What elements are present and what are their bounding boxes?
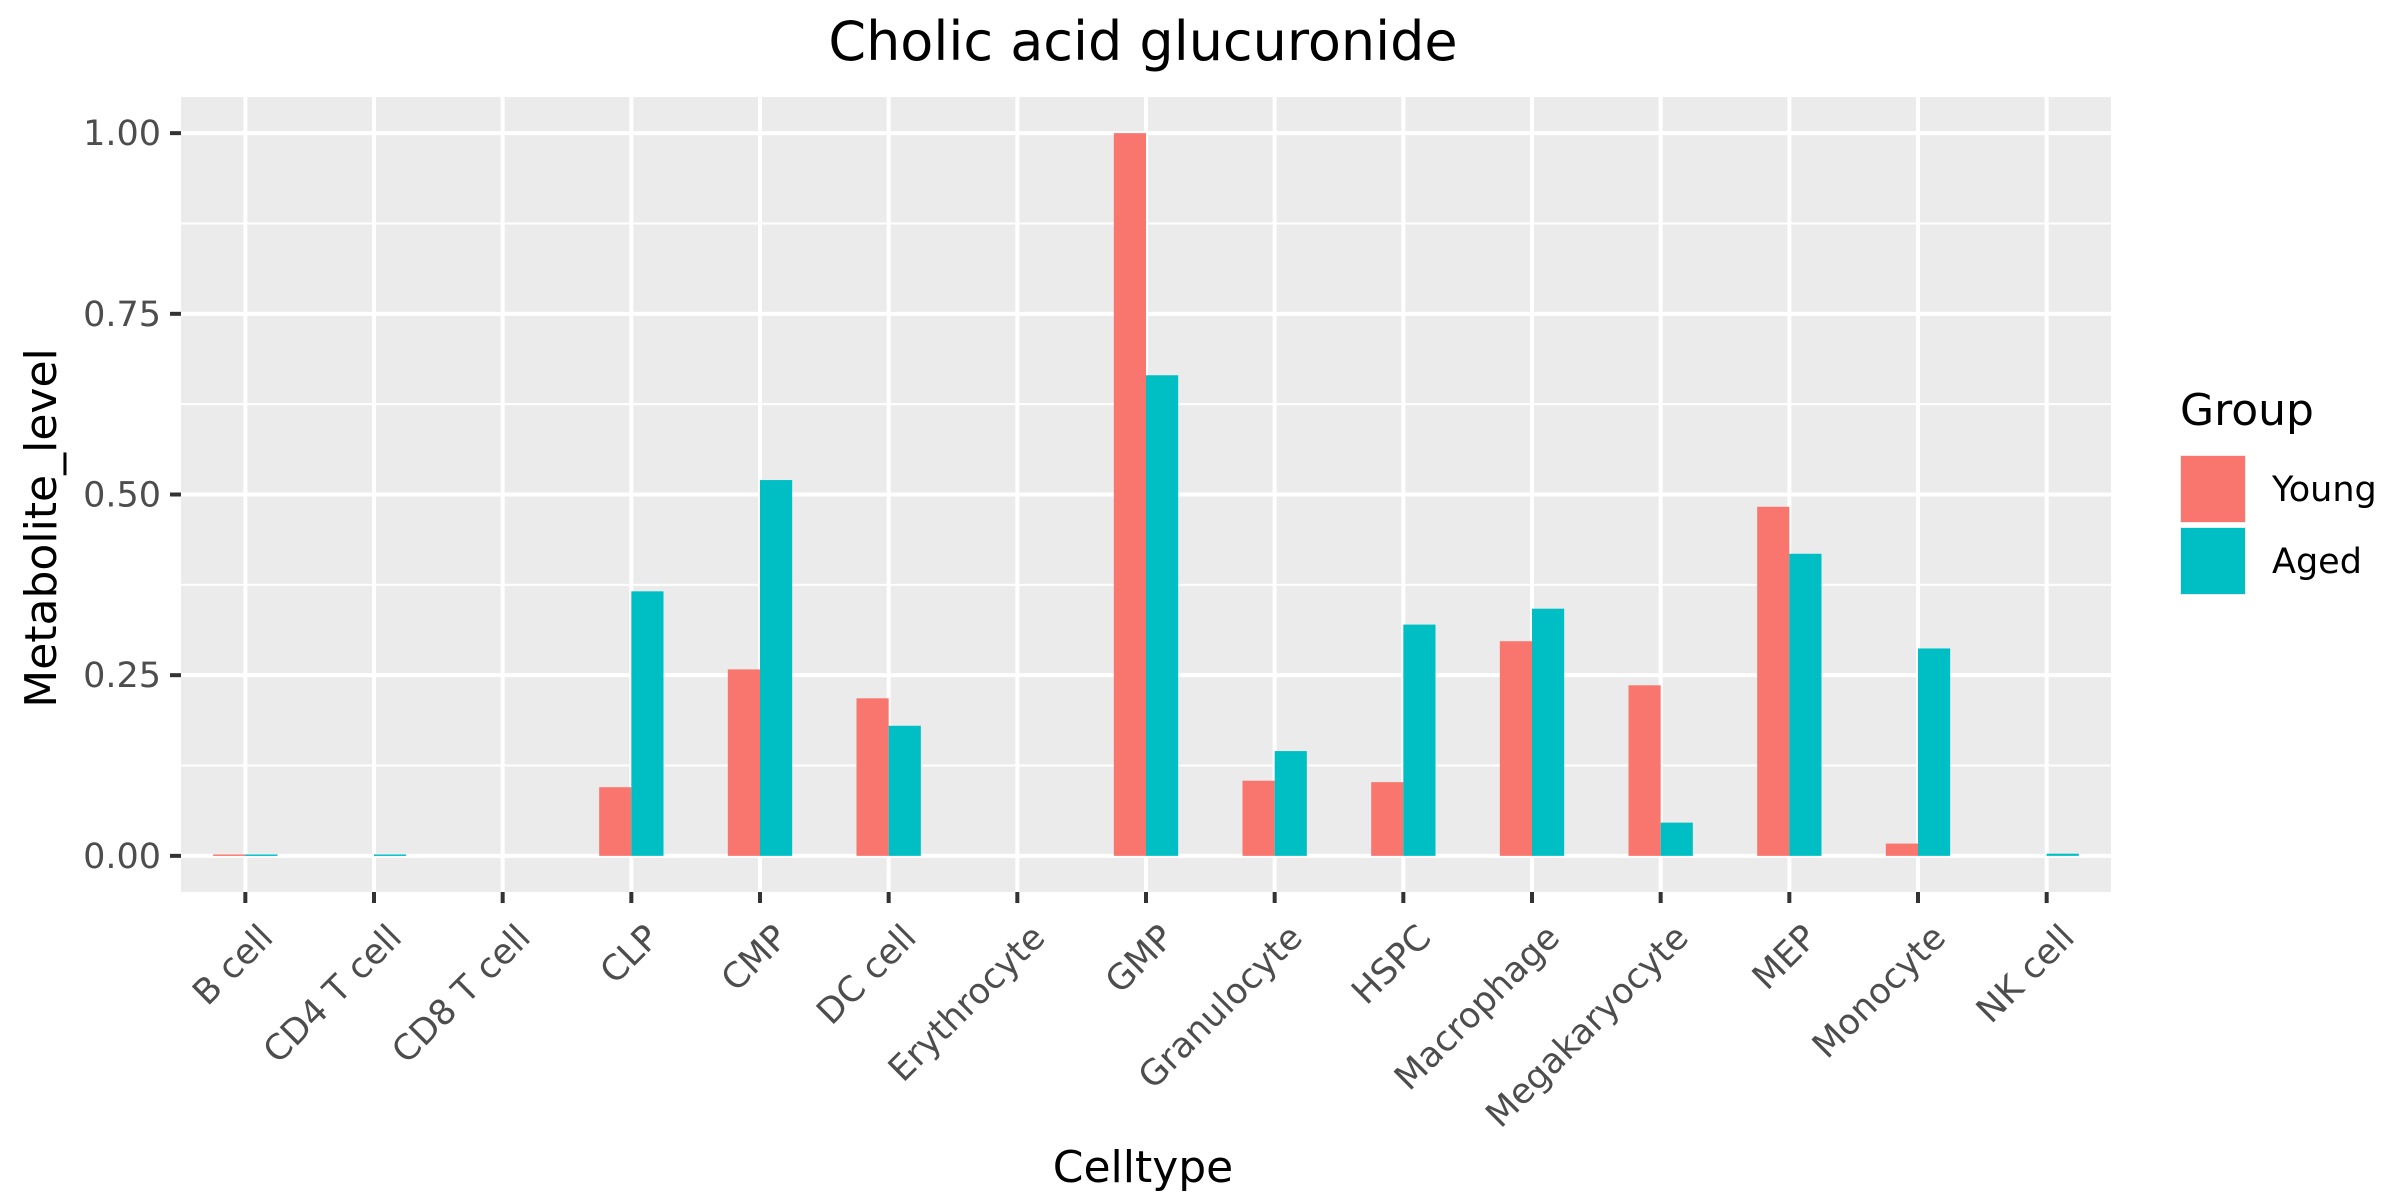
bar-young (1371, 782, 1404, 856)
chart-title: Cholic acid glucuronide (828, 10, 1457, 73)
bar-young (1885, 843, 1918, 856)
bar-aged (1532, 608, 1565, 856)
bar-aged (374, 854, 407, 856)
bar-young (1242, 780, 1275, 856)
bars (213, 133, 2079, 856)
bar-young (727, 669, 760, 856)
bar-aged (1789, 553, 1822, 856)
x-tick-label: Monocyte (1805, 918, 1954, 1067)
bar-aged (1660, 822, 1693, 856)
y-tick-label: 1.00 (83, 114, 161, 154)
bar-young (599, 787, 632, 856)
bar-young (1757, 506, 1790, 856)
bar-aged (1918, 648, 1951, 856)
x-tick-label: B cell (186, 918, 282, 1014)
bar-young (213, 854, 246, 856)
bar-aged (1274, 751, 1307, 856)
y-axis-title: Metabolite_level (16, 348, 67, 708)
y-tick-label: 0.50 (83, 476, 161, 516)
x-tick-label: MEP (1745, 918, 1825, 998)
bar-aged (1403, 624, 1436, 856)
x-tick-label: NK cell (1969, 918, 2082, 1031)
legend-label-young: Young (2271, 470, 2377, 510)
legend-label-aged: Aged (2272, 542, 2362, 582)
bar-aged (1146, 375, 1179, 856)
x-tick-label: CLP (593, 918, 667, 992)
bar-aged (245, 854, 278, 856)
legend: Group Young Aged (2180, 385, 2377, 595)
x-tick-label: GMP (1098, 918, 1182, 1002)
bar-aged (760, 480, 793, 856)
legend-key-aged (2181, 528, 2245, 594)
bar-aged (2046, 853, 2079, 856)
legend-key-young (2181, 456, 2245, 522)
x-tick-label: CD4 T cell (256, 918, 410, 1072)
bar-young (1499, 641, 1532, 856)
bar-aged (888, 725, 921, 856)
x-tick-label: HSPC (1344, 918, 1439, 1013)
bar-aged (631, 591, 664, 856)
y-axis: 0.00 0.25 0.50 0.75 1.00 (83, 114, 181, 877)
x-tick-label: CMP (714, 918, 796, 1000)
bar-young (1113, 133, 1146, 856)
y-tick-label: 0.25 (83, 656, 161, 696)
bar-young (856, 698, 889, 856)
legend-title: Group (2180, 385, 2314, 436)
x-tick-label: CD8 T cell (385, 918, 539, 1072)
y-tick-label: 0.00 (83, 837, 161, 877)
x-tick-label: DC cell (809, 918, 924, 1033)
y-tick-label: 0.75 (83, 295, 161, 335)
bar-young (1628, 685, 1661, 856)
x-axis-title: Celltype (1053, 1142, 1234, 1193)
